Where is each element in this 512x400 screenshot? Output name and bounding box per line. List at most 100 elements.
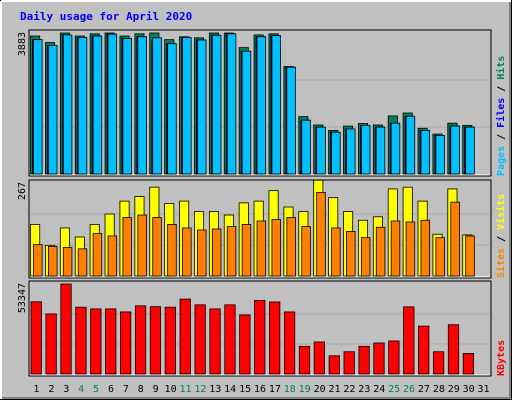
bar-kbytes-day-29 <box>447 324 460 375</box>
x-tick-label-day-5: 5 <box>93 384 99 395</box>
bar-sites-day-2 <box>48 245 58 277</box>
x-tick-label-day-9: 9 <box>153 384 159 395</box>
x-tick-label-day-23: 23 <box>358 384 370 395</box>
bar-sites-day-14 <box>226 226 237 277</box>
x-tick-label-day-11: 11 <box>179 384 191 395</box>
bar-pages-day-9 <box>152 37 162 175</box>
x-tick-label-day-10: 10 <box>165 384 177 395</box>
bar-sites-day-9 <box>152 217 162 277</box>
bar-sites-day-13 <box>211 228 222 277</box>
bar-kbytes-day-6 <box>105 308 117 375</box>
bar-kbytes-day-10 <box>164 306 176 375</box>
bar-pages-day-28 <box>435 135 445 175</box>
x-tick-label-day-24: 24 <box>373 384 385 395</box>
bar-sites-day-10 <box>167 224 177 277</box>
bar-pages-day-30 <box>465 126 475 175</box>
x-tick-label-day-19: 19 <box>299 384 311 395</box>
x-tick-label-day-13: 13 <box>209 384 221 395</box>
bar-pages-day-6 <box>107 33 118 175</box>
bar-pages-day-25 <box>390 122 401 175</box>
bar-kbytes-day-9 <box>149 306 162 375</box>
bar-pages-day-18 <box>286 66 296 175</box>
bar-pages-day-17 <box>271 35 281 175</box>
chart-panels: 3883 Pages / Files / Hits 267 Sites / Visit… <box>17 29 507 377</box>
chart-title: Daily usage for April 2020 <box>20 10 192 23</box>
panel-frame-kbytes <box>28 280 492 377</box>
x-tick-label-day-6: 6 <box>108 384 114 395</box>
bar-pages-day-1 <box>33 39 43 175</box>
bar-pages-day-19 <box>301 119 311 175</box>
panel-kbytes: 53347 KBytes <box>17 280 507 377</box>
x-tick-label-day-14: 14 <box>224 384 236 395</box>
x-tick-label-day-21: 21 <box>328 384 340 395</box>
x-tick-label-day-17: 17 <box>269 384 281 395</box>
bar-kbytes-day-25 <box>388 340 400 375</box>
bar-pages-day-21 <box>331 131 341 175</box>
bar-pages-day-24 <box>375 126 386 175</box>
bar-pages-day-4 <box>77 37 88 175</box>
legend-item-hits: Hits <box>495 56 507 80</box>
x-tick-label-day-27: 27 <box>418 384 430 395</box>
bar-sites-day-19 <box>301 226 311 277</box>
bar-kbytes-day-30 <box>462 353 475 375</box>
x-tick-label-day-29: 29 <box>448 384 460 395</box>
x-tick-label-day-7: 7 <box>123 384 129 395</box>
bar-pages-day-20 <box>316 126 326 175</box>
bar-pages-day-10 <box>167 43 177 175</box>
bar-sites-day-18 <box>286 217 296 277</box>
x-tick-label-day-31: 31 <box>478 384 490 395</box>
y-axis-max-label-visits-sites: 267 <box>17 182 28 200</box>
bar-sites-day-5 <box>92 233 103 277</box>
bar-pages-day-27 <box>420 130 431 175</box>
bar-pages-day-14 <box>226 33 237 175</box>
bar-pages-day-7 <box>122 38 132 175</box>
legend-separator: / <box>496 230 507 248</box>
panel-frame-hits-files-pages <box>28 29 492 177</box>
bar-kbytes-day-13 <box>209 308 221 375</box>
bar-sites-day-7 <box>122 217 132 277</box>
bar-pages-day-12 <box>197 39 207 175</box>
x-tick-label-day-15: 15 <box>239 384 251 395</box>
bar-pages-day-26 <box>405 115 416 175</box>
bar-kbytes-day-27 <box>418 325 430 375</box>
bar-kbytes-day-17 <box>269 301 281 375</box>
bar-sites-day-3 <box>62 247 73 277</box>
bar-sites-day-22 <box>346 231 356 277</box>
x-tick-label-day-18: 18 <box>284 384 296 395</box>
x-tick-label-day-22: 22 <box>343 384 355 395</box>
bar-pages-day-8 <box>137 36 147 175</box>
bar-kbytes-day-7 <box>120 311 132 375</box>
bar-pages-day-23 <box>360 124 371 175</box>
x-tick-label-day-2: 2 <box>48 384 54 395</box>
bar-kbytes-day-23 <box>358 345 370 375</box>
bar-sites-day-28 <box>435 237 445 277</box>
bar-kbytes-day-12 <box>194 304 206 375</box>
panel-frame-visits-sites <box>28 179 492 279</box>
bar-pages-day-5 <box>92 35 103 175</box>
legend-hits-files-pages: Pages / Files / Hits <box>495 56 507 176</box>
bar-kbytes-day-21 <box>328 355 340 375</box>
bar-sites-day-25 <box>390 220 401 277</box>
bar-sites-day-4 <box>77 248 88 277</box>
bar-kbytes-day-14 <box>224 304 236 375</box>
legend-item-sites: Sites <box>495 248 507 278</box>
bar-kbytes-day-4 <box>75 306 87 375</box>
x-tick-label-day-16: 16 <box>254 384 266 395</box>
bar-pages-day-13 <box>211 34 222 175</box>
legend-kbytes: KBytes <box>496 340 507 376</box>
legend-item-visits: Visits <box>495 194 507 230</box>
bar-kbytes-day-22 <box>343 351 355 375</box>
x-tick-label-day-30: 30 <box>463 384 475 395</box>
bar-sites-day-26 <box>405 221 416 277</box>
bar-kbytes-day-26 <box>403 306 415 375</box>
bar-kbytes-day-1 <box>30 301 42 375</box>
bar-sites-day-1 <box>33 244 43 277</box>
legend-visits-sites: Sites / Visits <box>495 194 507 278</box>
y-axis-max-label-hits-files-pages: 3883 <box>17 32 28 56</box>
x-tick-label-day-28: 28 <box>433 384 445 395</box>
panel-hits-files-pages: 3883 Pages / Files / Hits <box>17 29 507 177</box>
x-tick-label-day-1: 1 <box>33 384 39 395</box>
legend-separator: / <box>496 128 507 146</box>
